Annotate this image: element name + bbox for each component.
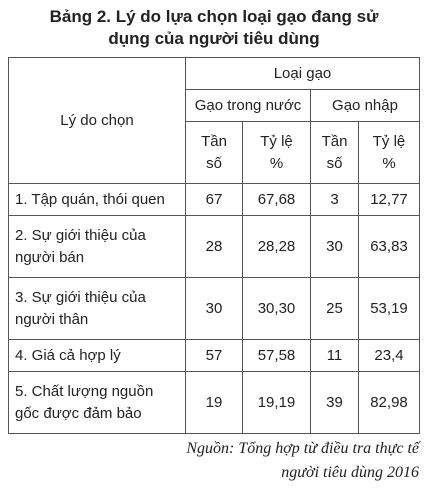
table-row: 3. Sự giới thiệu của người thân 30 30,30 … — [8, 277, 420, 340]
domestic-percent-cell: 57,58 — [242, 339, 311, 372]
imported-frequency-cell: 30 — [310, 215, 359, 278]
title-line-2: dụng của người tiêu dùng — [108, 29, 320, 48]
reason-cell: 2. Sự giới thiệu của người bán — [8, 215, 186, 278]
header-domestic-rice: Gạo trong nước — [185, 89, 311, 122]
domestic-percent-cell: 67,68 — [242, 183, 311, 216]
imported-percent-cell: 53,19 — [358, 277, 420, 340]
header-domestic-frequency: Tần số — [185, 121, 243, 184]
header-imported-percent: Tỷ lệ% — [358, 121, 420, 184]
domestic-frequency-cell: 30 — [185, 277, 243, 340]
table-row: 5. Chất lượng nguồn gốc được đảm bảo 19 1… — [8, 371, 420, 434]
domestic-percent-cell: 19,19 — [242, 371, 311, 434]
table-title: Bảng 2. Lý do lựa chọn loại gạo đang sử … — [0, 6, 428, 50]
imported-frequency-cell: 11 — [310, 339, 359, 372]
title-line-1: Bảng 2. Lý do lựa chọn loại gạo đang sử — [49, 7, 379, 26]
source-line-1: Nguồn: Tổng hợp từ điều tra thực tế — [186, 440, 419, 457]
imported-frequency-cell: 25 — [310, 277, 359, 340]
source-note: Nguồn: Tổng hợp từ điều tra thực tế ngườ… — [0, 437, 419, 485]
domestic-frequency-cell: 67 — [185, 183, 243, 216]
imported-percent-cell: 63,83 — [358, 215, 420, 278]
domestic-frequency-cell: 19 — [185, 371, 243, 434]
domestic-percent-cell: 30,30 — [242, 277, 311, 340]
source-line-2: người tiêu dùng 2016 — [281, 464, 419, 481]
header-domestic-percent: Tỷ lệ% — [242, 121, 311, 184]
table-row: 2. Sự giới thiệu của người bán 28 28,28 3… — [8, 215, 420, 278]
domestic-percent-cell: 28,28 — [242, 215, 311, 278]
reason-cell: 3. Sự giới thiệu của người thân — [8, 277, 186, 340]
table-row: 4. Giá cả hợp lý 57 57,58 11 23,4 — [8, 339, 420, 372]
reason-cell: 5. Chất lượng nguồn gốc được đảm bảo — [8, 371, 186, 434]
header-imported-rice: Gạo nhập — [310, 89, 420, 122]
imported-frequency-cell: 3 — [310, 183, 359, 216]
domestic-frequency-cell: 57 — [185, 339, 243, 372]
imported-frequency-cell: 39 — [310, 371, 359, 434]
imported-percent-cell: 12,77 — [358, 183, 420, 216]
header-imported-frequency: Tần số — [310, 121, 359, 184]
imported-percent-cell: 82,98 — [358, 371, 420, 434]
reason-cell: 1. Tập quán, thói quen — [8, 183, 186, 216]
imported-percent-cell: 23,4 — [358, 339, 420, 372]
rice-choice-table: Lý do chọn Loại gạo Gạo trong nước Gạo n… — [8, 57, 420, 434]
header-reason: Lý do chọn — [8, 57, 186, 184]
header-rice-type: Loại gạo — [185, 57, 420, 90]
reason-cell: 4. Giá cả hợp lý — [8, 339, 186, 372]
table-row: 1. Tập quán, thói quen 67 67,68 3 12,77 — [8, 183, 420, 216]
domestic-frequency-cell: 28 — [185, 215, 243, 278]
